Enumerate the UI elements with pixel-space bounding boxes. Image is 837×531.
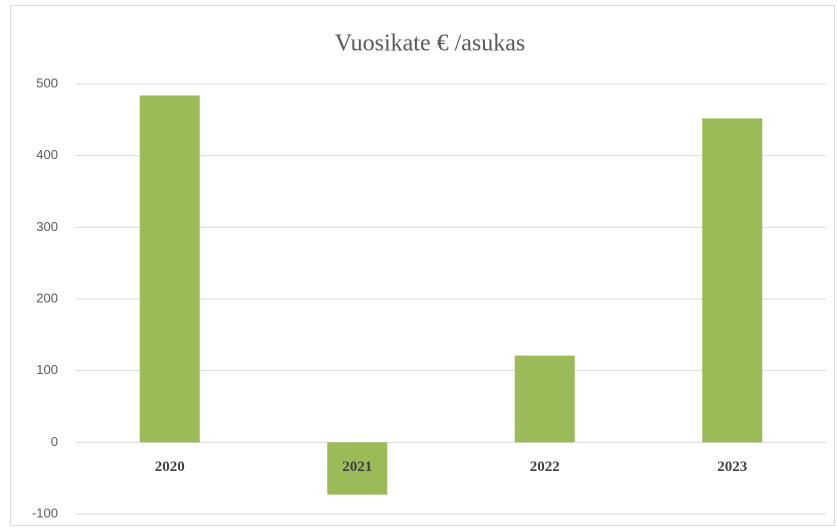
x-tick-label: 2022 bbox=[530, 459, 560, 475]
x-tick-label: 2023 bbox=[717, 459, 747, 475]
y-tick-label: 400 bbox=[36, 147, 58, 162]
y-tick-label: 200 bbox=[36, 290, 58, 305]
x-tick-label: 2020 bbox=[155, 459, 185, 475]
bar bbox=[327, 442, 388, 495]
y-tick-label: 500 bbox=[36, 75, 58, 90]
y-tick-label: 300 bbox=[36, 219, 58, 234]
x-tick-label: 2021 bbox=[342, 459, 372, 475]
bar bbox=[702, 118, 763, 443]
y-tick-label: -100 bbox=[32, 505, 58, 520]
y-tick-label: 0 bbox=[51, 434, 58, 449]
bar bbox=[514, 355, 575, 443]
chart-title: Vuosikate € /asukas bbox=[335, 31, 526, 57]
bar bbox=[139, 95, 200, 443]
y-tick-label: 100 bbox=[36, 362, 58, 377]
